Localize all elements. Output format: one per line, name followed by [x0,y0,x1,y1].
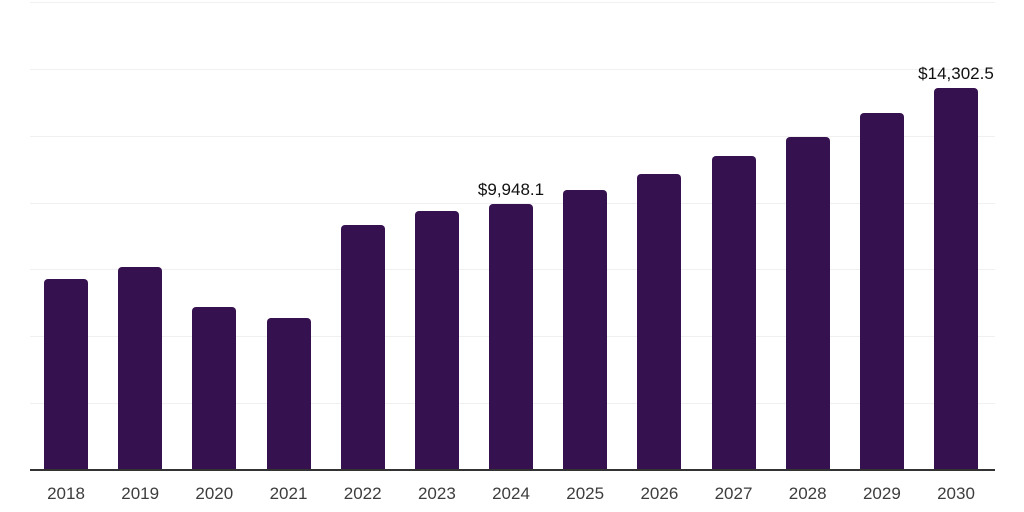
gridline-12500 [30,135,995,137]
bar-2020 [192,306,237,470]
bar-2023 [414,210,459,470]
x-tick-2023: 2023 [417,484,456,503]
x-tick-2029: 2029 [862,484,901,503]
x-tick-2020: 2020 [195,484,234,503]
bar-2030 [934,87,978,470]
x-tick-2018: 2018 [47,484,85,503]
x-tick-2021: 2021 [269,484,308,503]
x-tick-2025: 2025 [566,484,605,503]
value-label-2030: $14,302.5 [918,63,994,83]
x-tick-2028: 2028 [788,484,827,503]
x-tick-2027: 2027 [714,484,753,503]
gridline-10000 [30,202,995,204]
x-tick-2019: 2019 [121,484,160,503]
x-axis-line [30,469,995,471]
bar-2022 [340,224,385,470]
x-tick-2026: 2026 [640,484,679,503]
bar-2021 [266,317,311,470]
bar-2027 [711,155,756,470]
gridline-17500 [30,2,995,3]
bar-2029 [859,112,904,470]
bar-2028 [785,136,830,470]
bar-2025 [563,189,608,470]
bar-2026 [637,173,682,470]
bar-2024 [489,204,533,470]
bar-2019 [118,266,163,470]
value-label-2024: $9,948.1 [477,180,545,199]
bar-2018 [44,278,88,470]
x-tick-2024: 2024 [492,484,530,503]
x-tick-2030: 2030 [937,484,975,503]
gridline-15000 [30,68,995,70]
x-tick-2022: 2022 [343,484,382,503]
